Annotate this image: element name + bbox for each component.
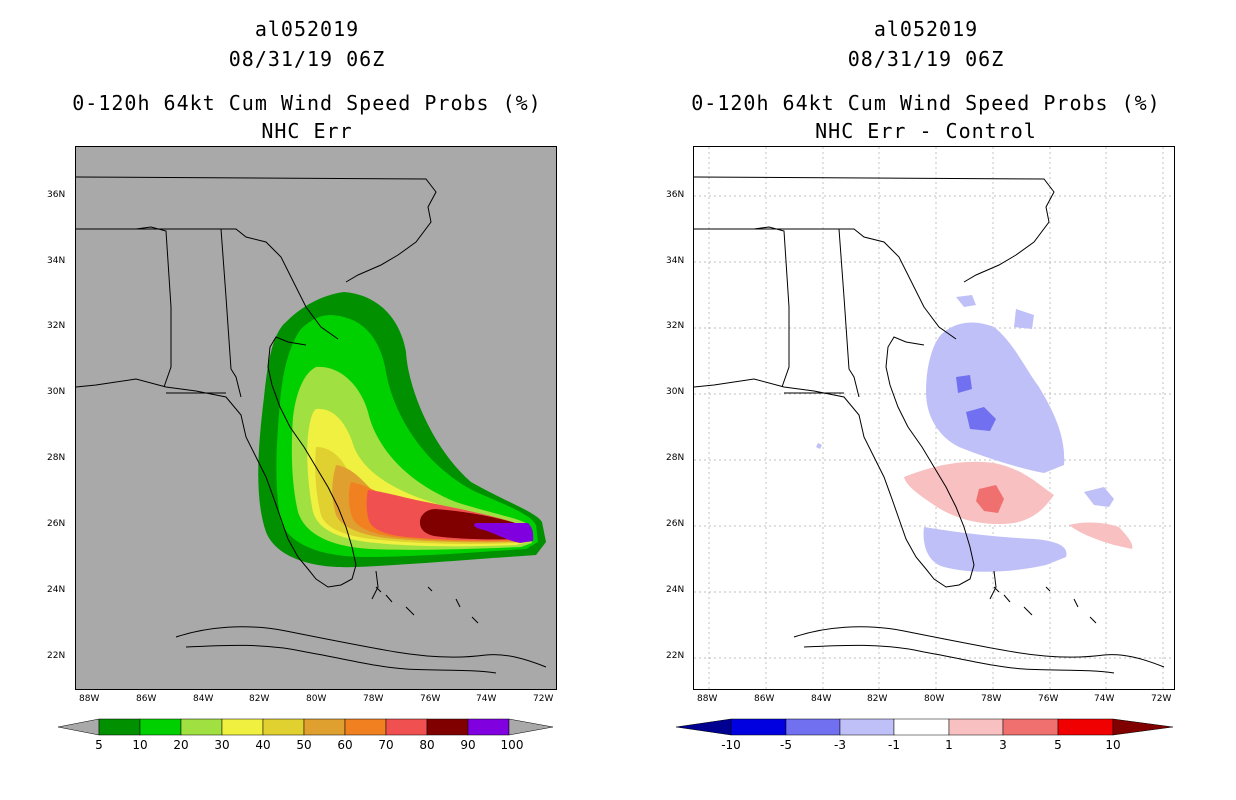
right-ytick: 26N bbox=[666, 519, 685, 529]
right-storm-id: al052019 bbox=[873, 17, 979, 41]
right-xtick: 76W bbox=[1038, 694, 1059, 704]
left-ytick: 22N bbox=[47, 651, 66, 661]
right-ytick: 22N bbox=[666, 651, 685, 661]
right-ytick: 36N bbox=[666, 190, 685, 200]
diff-neg-1-3 bbox=[816, 295, 1114, 572]
right-colorbar-label: 1 bbox=[945, 738, 953, 752]
left-colorbar-label: 70 bbox=[378, 738, 394, 752]
right-ytick: 24N bbox=[666, 585, 685, 595]
left-subtitle: NHC Err bbox=[261, 119, 353, 143]
right-colorbar-boxes bbox=[730, 718, 1114, 736]
prob-90 bbox=[474, 523, 534, 543]
coastlines bbox=[694, 176, 1165, 674]
left-colorbar-label: 5 bbox=[95, 738, 103, 752]
right-ytick: 32N bbox=[666, 321, 685, 331]
left-colorbar-label: 60 bbox=[337, 738, 353, 752]
left-colorbar bbox=[58, 718, 554, 736]
right-xtick: 86W bbox=[754, 694, 775, 704]
left-xtick: 84W bbox=[193, 694, 214, 704]
left-colorbar-label: 50 bbox=[296, 738, 312, 752]
left-xtick: 78W bbox=[363, 694, 384, 704]
right-map-panel bbox=[693, 146, 1175, 690]
right-colorbar-label: -5 bbox=[780, 738, 792, 752]
right-map-svg bbox=[694, 147, 1174, 689]
left-xtick: 88W bbox=[79, 694, 100, 704]
left-colorbar-boxes bbox=[98, 718, 510, 736]
right-colorbar-label: -3 bbox=[834, 738, 846, 752]
left-xtick: 80W bbox=[306, 694, 327, 704]
left-colorbar-label: 30 bbox=[214, 738, 230, 752]
right-xtick: 78W bbox=[981, 694, 1002, 704]
diff-pos-1-3 bbox=[904, 461, 1133, 549]
right-product-title: 0-120h 64kt Cum Wind Speed Probs (%) bbox=[691, 91, 1161, 115]
right-xtick: 82W bbox=[867, 694, 888, 704]
left-product-title: 0-120h 64kt Cum Wind Speed Probs (%) bbox=[72, 91, 542, 115]
left-ytick: 24N bbox=[47, 585, 66, 595]
difference-shading bbox=[816, 295, 1133, 572]
right-colorbar-high-end bbox=[1112, 718, 1174, 736]
left-xtick: 72W bbox=[533, 694, 554, 704]
left-colorbar-high-end bbox=[508, 718, 554, 736]
left-ytick: 36N bbox=[47, 190, 66, 200]
left-xtick: 86W bbox=[136, 694, 157, 704]
left-datetime: 08/31/19 06Z bbox=[228, 47, 386, 71]
right-colorbar-label: 5 bbox=[1054, 738, 1062, 752]
right-colorbar bbox=[676, 718, 1174, 736]
diff-pos-3-5 bbox=[976, 485, 1004, 513]
right-ytick: 34N bbox=[666, 256, 685, 266]
left-colorbar-label: 90 bbox=[460, 738, 476, 752]
right-colorbar-low-end bbox=[676, 718, 732, 736]
right-subtitle: NHC Err - Control bbox=[815, 119, 1037, 143]
probability-shading bbox=[258, 292, 546, 568]
left-ytick: 32N bbox=[47, 321, 66, 331]
right-colorbar-label: -10 bbox=[721, 738, 741, 752]
left-xtick: 82W bbox=[249, 694, 270, 704]
left-map-svg bbox=[76, 176, 547, 674]
left-xtick: 74W bbox=[476, 694, 497, 704]
right-xtick: 80W bbox=[924, 694, 945, 704]
left-xtick: 76W bbox=[420, 694, 441, 704]
right-xtick: 88W bbox=[697, 694, 718, 704]
left-colorbar-label: 10 bbox=[132, 738, 148, 752]
right-xtick: 72W bbox=[1151, 694, 1172, 704]
right-ytick: 30N bbox=[666, 387, 685, 397]
right-xtick: 74W bbox=[1094, 694, 1115, 704]
left-colorbar-low-end bbox=[58, 718, 100, 736]
right-colorbar-label: 10 bbox=[1105, 738, 1121, 752]
left-ytick: 26N bbox=[47, 519, 66, 529]
right-datetime: 08/31/19 06Z bbox=[847, 47, 1005, 71]
right-colorbar-label: -1 bbox=[888, 738, 900, 752]
left-colorbar-label: 20 bbox=[173, 738, 189, 752]
left-colorbar-label: 40 bbox=[255, 738, 271, 752]
right-xtick: 84W bbox=[811, 694, 832, 704]
left-colorbar-label: 100 bbox=[500, 738, 524, 752]
left-ytick: 28N bbox=[47, 453, 66, 463]
left-storm-id: al052019 bbox=[254, 17, 360, 41]
right-colorbar-label: 3 bbox=[999, 738, 1007, 752]
right-ytick: 28N bbox=[666, 453, 685, 463]
left-colorbar-label: 80 bbox=[419, 738, 435, 752]
coastlines bbox=[76, 176, 547, 674]
left-ytick: 30N bbox=[47, 387, 66, 397]
diff-neg-3-5 bbox=[956, 375, 996, 431]
left-ytick: 34N bbox=[47, 256, 66, 266]
left-map-panel bbox=[75, 146, 557, 690]
